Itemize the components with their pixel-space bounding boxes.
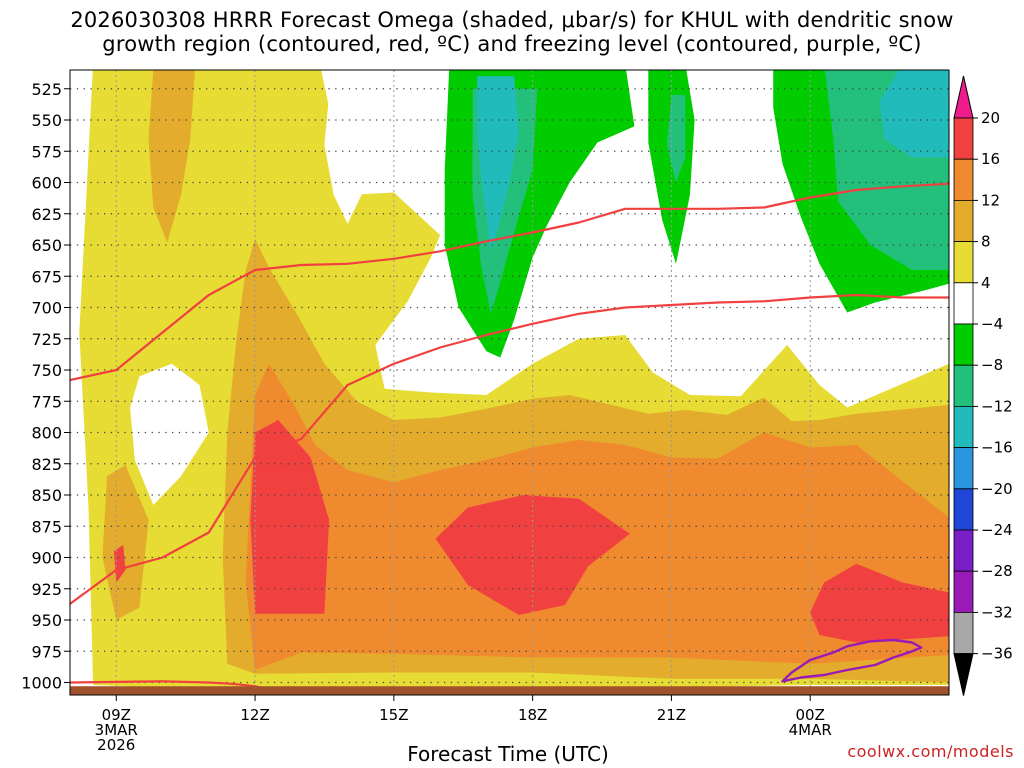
colorbar-bin-c8 (953, 199, 974, 242)
y-tick-label-750: 750 (31, 361, 62, 380)
colorbar-label-4: 4 (981, 274, 991, 292)
colorbar-bin-m16 (953, 447, 974, 490)
colorbar-label-1: 16 (981, 150, 1000, 168)
colorbar-bin-c4 (953, 241, 974, 284)
title-line-1: 2026030308 HRRR Forecast Omega (shaded, … (70, 8, 954, 32)
colorbar-bin-c16 (953, 117, 974, 160)
colorbar-top-arrow (953, 75, 974, 119)
y-tick-label-825: 825 (31, 455, 62, 474)
x-tick-date-09Z: 3MAR (95, 721, 138, 739)
omega-region-c8-6 (102, 465, 149, 620)
colorbar-bin-m28 (953, 570, 974, 613)
colorbar-bin-m4 (953, 323, 974, 366)
y-tick-label-800: 800 (31, 424, 62, 443)
colorbar-bottom-arrow (953, 653, 974, 696)
omega-region-c16-8 (250, 420, 330, 614)
colorbar-bin-m32 (953, 612, 974, 655)
colorbar-label-0: 20 (981, 109, 1000, 127)
colorbar-bin-m12 (953, 405, 974, 448)
y-tick-label-975: 975 (31, 642, 62, 661)
gridlines (70, 70, 949, 695)
colorbar-bin-zero (953, 282, 974, 325)
y-tick-label-625: 625 (31, 205, 62, 224)
x-tick-label-15Z: 15Z (379, 706, 408, 724)
y-tick-label-1000: 1000 (21, 674, 62, 693)
x-tick-label-09Z: 09Z (102, 706, 131, 724)
colorbar-label-8: −16 (981, 439, 1013, 457)
y-tick-label-950: 950 (31, 611, 62, 630)
y-tick-label-600: 600 (31, 174, 62, 193)
x-tick-date-00Z: 4MAR (789, 721, 832, 739)
omega-region-m12-18 (477, 76, 519, 252)
credit-link[interactable]: coolwx.com/models (847, 742, 1014, 761)
omega-region-c16-11 (113, 545, 126, 583)
omega-region-c8-5 (148, 70, 195, 243)
y-tick-label-700: 700 (31, 299, 62, 318)
x-tick-label-00Z: 00Z (796, 706, 825, 724)
y-tick-label-875: 875 (31, 517, 62, 536)
omega-region-m12-19 (879, 70, 949, 158)
colorbar-bin-m20 (953, 488, 974, 531)
colorbar-label-6: −8 (981, 356, 1003, 374)
colorbar-bin-m24 (953, 529, 974, 572)
colorbar-label-10: −24 (981, 521, 1013, 539)
x-tick-year-09Z: 2026 (97, 736, 135, 754)
omega-region-zero-2 (324, 95, 367, 224)
y-tick-label-675: 675 (31, 267, 62, 286)
ground-surface (70, 686, 949, 695)
x-tick-label-18Z: 18Z (518, 706, 547, 724)
y-tick-label-775: 775 (31, 392, 62, 411)
x-axis-title: Forecast Time (UTC) (407, 742, 609, 766)
colorbar-label-11: −28 (981, 562, 1013, 580)
colorbar-label-7: −12 (981, 397, 1013, 415)
x-tick-label-21Z: 21Z (657, 706, 686, 724)
colorbar-bin-m8 (953, 364, 974, 407)
dgz-contour-1 (70, 293, 949, 605)
colorbar-label-5: −4 (981, 315, 1003, 333)
freezing-level-contour (781, 638, 923, 683)
y-tick-label-900: 900 (31, 549, 62, 568)
y-tick-label-650: 650 (31, 236, 62, 255)
colorbar-bin-c12 (953, 158, 974, 201)
colorbar-label-3: 8 (981, 233, 991, 251)
y-tick-label-925: 925 (31, 580, 62, 599)
plot-frame (69, 69, 950, 696)
y-tick-label-850: 850 (31, 486, 62, 505)
omega-region-zero-3 (130, 363, 209, 505)
colorbar-label-9: −20 (981, 480, 1013, 498)
y-tick-label-725: 725 (31, 330, 62, 349)
omega-shading (70, 70, 949, 695)
y-tick-label-525: 525 (31, 80, 62, 99)
omega-colorbar: 20 16 12 8 4 −4 −8 −12 −16 −20 −24 −28 −32 −36 (953, 75, 1013, 696)
colorbar-label-2: 12 (981, 191, 1000, 209)
chart-title: 2026030308 HRRR Forecast Omega (shaded, … (0, 8, 1024, 56)
y-tick-label-575: 575 (31, 142, 62, 161)
dgz-contour-0 (70, 182, 949, 382)
title-line-2: growth region (contoured, red, ºC) and f… (102, 32, 922, 56)
x-tick-label-12Z: 12Z (240, 706, 269, 724)
pressure-axis: 525 550 575 600 625 650 675 700 725 750 775 800 825 8… (21, 80, 70, 693)
omega-region-c16-10 (810, 563, 949, 643)
colorbar-label-12: −32 (981, 603, 1013, 621)
colorbar-label-13: −36 (981, 645, 1013, 663)
y-tick-label-550: 550 (31, 111, 62, 130)
contour-lines (70, 182, 949, 692)
